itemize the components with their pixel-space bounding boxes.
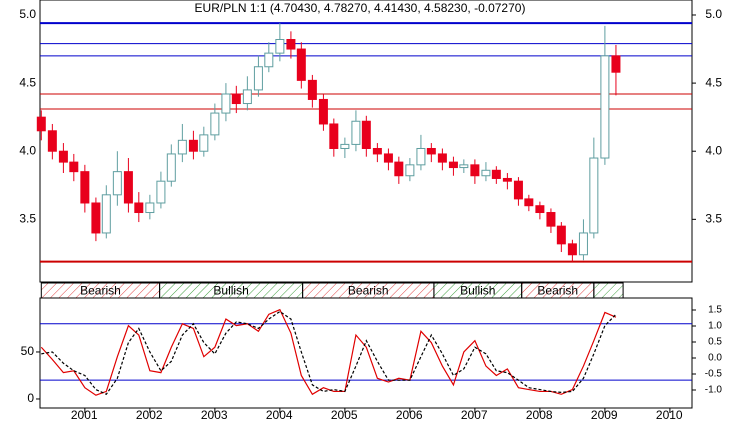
y-tick-label: 3.5	[705, 212, 722, 226]
candle-body	[69, 161, 79, 173]
x-axis: 2000 2001 2002 2003 2004 2005 2006 2007 2008 2009…	[6, 408, 683, 422]
candle-body	[491, 169, 501, 179]
candle-body	[351, 120, 361, 145]
oscillator-line	[40, 308, 617, 396]
candle-body	[611, 55, 621, 73]
candle-body	[296, 48, 306, 81]
candle-body	[123, 171, 133, 204]
regime-label: Bearish	[348, 284, 389, 298]
candle-body	[188, 139, 198, 152]
candle-body	[199, 134, 209, 152]
y-tick-label: 50	[21, 344, 35, 358]
candle-body	[437, 153, 447, 163]
candle-body	[416, 147, 426, 166]
candle-body	[286, 39, 296, 50]
y2-tick-label: -0.5	[705, 369, 723, 380]
x-tick-label: 2010	[656, 408, 683, 422]
x-tick-label: 2001	[71, 408, 98, 422]
x-tick-label: 2005	[331, 408, 358, 422]
candle-body	[112, 171, 122, 196]
candle-body	[383, 153, 393, 163]
x-tick-label: 2009	[591, 408, 618, 422]
y-tick-label: 4.0	[19, 143, 36, 157]
candle-body	[524, 198, 534, 207]
x-tick-label: 2003	[201, 408, 228, 422]
y2-tick-label: 0.0	[708, 353, 722, 364]
candle-body	[145, 202, 155, 214]
candle-body	[459, 164, 469, 169]
x-tick-label: 2002	[136, 408, 163, 422]
candle-body	[426, 147, 436, 155]
regime-label: Bullish	[213, 284, 248, 298]
candle-body	[91, 202, 101, 234]
y-tick-label: 5.0	[705, 7, 722, 21]
y-tick-label: 5.0	[19, 7, 36, 21]
candle-body	[47, 130, 57, 152]
candle-body	[210, 112, 220, 136]
candle-body	[448, 161, 458, 169]
x-tick-label: 2000	[6, 408, 33, 422]
candle-body	[502, 177, 512, 182]
candle-body	[600, 55, 610, 159]
y2-tick-label: 1.0	[708, 321, 722, 332]
candle-body	[470, 164, 480, 177]
candle-body	[101, 194, 111, 234]
candle-body	[513, 180, 523, 200]
regime-label: Bearish	[80, 284, 121, 298]
candle-body	[589, 157, 599, 234]
candle-body	[58, 150, 68, 163]
candle-body	[535, 205, 545, 214]
candle-body	[307, 79, 317, 100]
y-tick-label: 4.5	[19, 75, 36, 89]
candle-body	[253, 66, 263, 91]
candle-body	[134, 202, 144, 214]
y-tick-label: 4.0	[705, 143, 722, 157]
candle-body	[221, 93, 231, 114]
x-tick-label: 2006	[396, 408, 423, 422]
y-tick-label: 3.5	[19, 212, 36, 226]
candle-body	[231, 93, 241, 105]
regime-segment	[593, 282, 624, 299]
y2-tick-label: 1.5	[708, 305, 722, 316]
candle-body	[405, 164, 415, 177]
y-tick-label: 0	[27, 391, 34, 405]
candle-body	[578, 232, 588, 256]
candle-body	[567, 243, 577, 256]
y2-tick-label: -1.0	[705, 385, 723, 396]
candle-body	[318, 98, 328, 125]
panel-frame	[39, 0, 693, 283]
candle-body	[166, 153, 176, 182]
candle-body	[275, 39, 285, 54]
y-tick-label: 4.5	[705, 75, 722, 89]
candle-body	[361, 120, 371, 149]
x-tick-label: 2004	[266, 408, 293, 422]
candle-body	[372, 147, 382, 155]
x-tick-label: 2007	[461, 408, 488, 422]
regime-label: Bearish	[537, 284, 578, 298]
y2-tick-label: 0.5	[708, 337, 722, 348]
chart-title: EUR/PLN 1:1 (4.70430, 4.78270, 4.41430, …	[195, 1, 526, 15]
oscillator-line	[41, 310, 617, 396]
candle-body	[80, 171, 90, 204]
candle-body	[340, 143, 350, 149]
x-tick-label: 2008	[526, 408, 553, 422]
candle-body	[242, 89, 252, 105]
candle-body	[546, 212, 556, 227]
candle-body	[264, 52, 274, 68]
panel-frame	[39, 297, 693, 409]
candle-body	[481, 169, 491, 177]
candle-body	[329, 123, 339, 149]
candle-body	[394, 161, 404, 177]
regime-label: Bullish	[460, 284, 495, 298]
candle-body	[156, 180, 166, 204]
candle-body	[36, 116, 46, 132]
candle-body	[177, 139, 187, 155]
candle-body	[556, 225, 566, 245]
